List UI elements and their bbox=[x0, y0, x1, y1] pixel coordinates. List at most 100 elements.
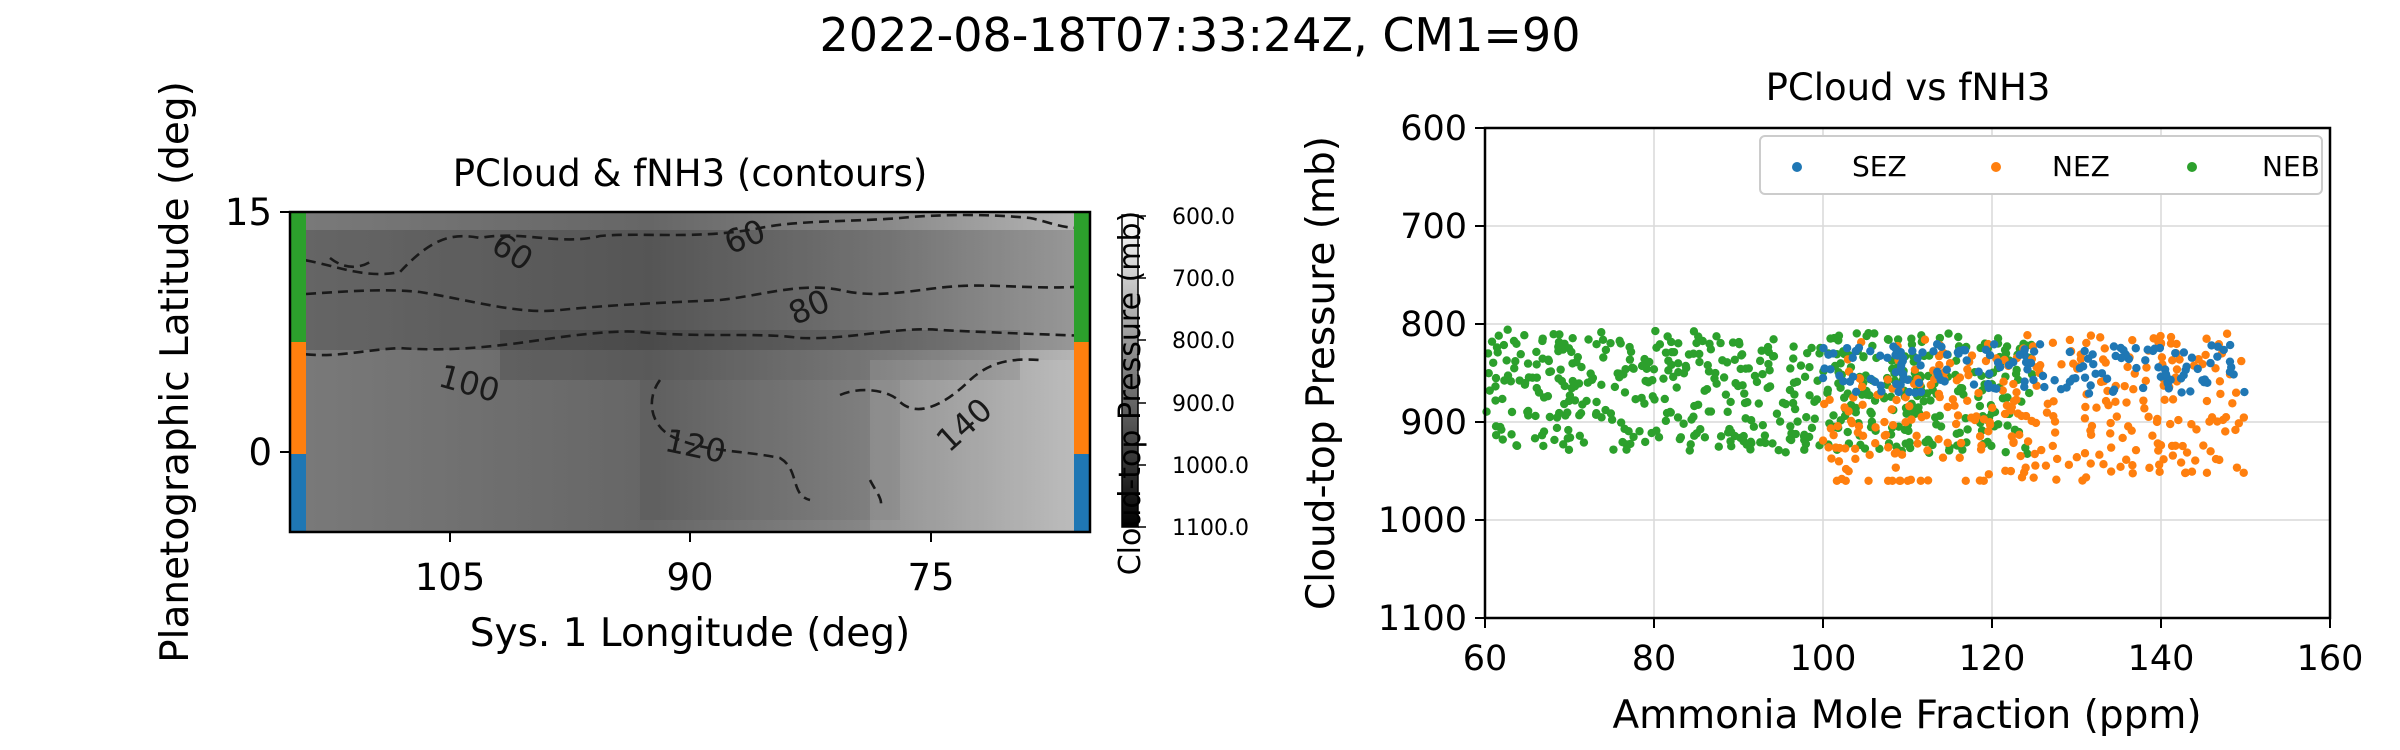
point-nez bbox=[2187, 467, 2197, 476]
map-xtick-label: 105 bbox=[415, 556, 486, 599]
point-neb bbox=[1502, 356, 1511, 365]
point-sez bbox=[1892, 379, 1901, 389]
point-nez bbox=[1825, 395, 1834, 405]
figure-title: 2022-08-18T07:33:24Z, CM1=90 bbox=[819, 8, 1581, 62]
point-neb bbox=[1994, 420, 2003, 429]
colorbar-tick-label: 1100.0 bbox=[1172, 516, 1249, 541]
contour-80 bbox=[290, 284, 1090, 313]
point-sez bbox=[2050, 376, 2059, 385]
point-neb bbox=[1510, 364, 1519, 373]
point-sez bbox=[2035, 340, 2045, 349]
point-sez bbox=[2083, 354, 2093, 363]
point-sez bbox=[1992, 384, 2001, 393]
point-neb bbox=[1550, 435, 1559, 445]
point-nez bbox=[2031, 461, 2040, 470]
point-neb bbox=[1577, 362, 1586, 372]
point-neb bbox=[1592, 397, 1601, 407]
point-neb bbox=[1954, 332, 1963, 342]
band-neb-left bbox=[290, 212, 306, 342]
point-nez bbox=[2086, 331, 2096, 340]
point-neb bbox=[1864, 329, 1873, 338]
point-nez bbox=[2082, 338, 2091, 348]
point-neb bbox=[1716, 338, 1725, 348]
point-nez bbox=[2160, 395, 2169, 405]
point-neb bbox=[1789, 354, 1798, 363]
point-sez bbox=[1851, 387, 1861, 397]
point-neb bbox=[1568, 333, 1577, 343]
point-sez bbox=[2179, 371, 2188, 380]
point-neb bbox=[1491, 396, 1500, 405]
point-sez bbox=[2029, 375, 2038, 385]
point-nez bbox=[1998, 386, 2007, 395]
scatter-frame bbox=[1483, 126, 2332, 620]
point-nez bbox=[2180, 468, 2190, 478]
point-neb bbox=[1959, 390, 1968, 399]
point-neb bbox=[1538, 354, 1547, 363]
point-sez bbox=[2219, 345, 2228, 355]
point-sez bbox=[1875, 351, 1885, 360]
point-neb bbox=[1807, 423, 1817, 433]
point-nez bbox=[2048, 338, 2058, 348]
point-nez bbox=[2239, 413, 2249, 422]
point-sez bbox=[2131, 344, 2140, 353]
point-sez bbox=[2198, 376, 2207, 385]
point-sez bbox=[1824, 350, 1833, 359]
point-neb bbox=[1956, 383, 1965, 393]
point-nez bbox=[1999, 377, 2008, 386]
point-neb bbox=[1661, 416, 1671, 426]
point-neb bbox=[1812, 395, 1822, 404]
point-neb bbox=[1531, 411, 1540, 421]
point-neb bbox=[1667, 360, 1676, 370]
point-neb bbox=[1564, 425, 1573, 435]
point-neb bbox=[1559, 440, 1568, 449]
point-nez bbox=[1892, 395, 1901, 405]
point-nez bbox=[1935, 360, 1944, 370]
point-neb bbox=[1538, 336, 1547, 346]
point-neb bbox=[1674, 339, 1683, 348]
point-neb bbox=[1491, 430, 1501, 440]
point-sez bbox=[1891, 367, 1900, 377]
point-nez bbox=[2182, 448, 2192, 457]
point-nez bbox=[2131, 445, 2141, 455]
point-nez bbox=[2017, 411, 2026, 421]
point-sez bbox=[1914, 378, 1924, 388]
point-sez bbox=[2089, 359, 2098, 369]
point-neb bbox=[1761, 438, 1770, 448]
point-neb bbox=[1900, 425, 1910, 435]
point-neb bbox=[2024, 388, 2034, 398]
point-nez bbox=[2172, 365, 2182, 374]
point-sez bbox=[1916, 361, 1925, 370]
point-nez bbox=[2201, 350, 2210, 360]
point-neb bbox=[1570, 382, 1580, 391]
point-nez bbox=[2041, 461, 2051, 470]
point-sez bbox=[2109, 342, 2119, 351]
point-neb bbox=[1760, 431, 1770, 440]
point-nez bbox=[1887, 405, 1896, 414]
point-neb bbox=[1686, 440, 1695, 449]
point-sez bbox=[2182, 362, 2191, 371]
point-sez bbox=[2213, 352, 2222, 361]
point-nez bbox=[2042, 408, 2052, 417]
point-neb bbox=[1786, 364, 1795, 373]
point-neb bbox=[1532, 347, 1541, 357]
point-neb bbox=[1651, 326, 1660, 336]
point-nez bbox=[2199, 441, 2208, 450]
point-sez bbox=[2179, 348, 2189, 357]
point-nez bbox=[1913, 439, 1922, 448]
point-neb bbox=[1537, 431, 1547, 440]
point-neb bbox=[1692, 429, 1701, 438]
point-neb bbox=[1641, 376, 1650, 386]
point-sez bbox=[2097, 369, 2107, 378]
point-nez bbox=[1985, 417, 1994, 427]
point-sez bbox=[1913, 354, 1922, 363]
point-neb bbox=[1907, 340, 1917, 349]
map-ytick-label: 15 bbox=[225, 191, 272, 234]
point-neb bbox=[1601, 345, 1611, 355]
point-neb bbox=[1714, 442, 1723, 451]
point-nez bbox=[2099, 459, 2108, 469]
point-neb bbox=[1883, 335, 1893, 344]
point-sez bbox=[2154, 363, 2163, 372]
point-sez bbox=[2029, 347, 2039, 356]
point-neb bbox=[1499, 340, 1509, 350]
point-sez bbox=[1981, 345, 1991, 355]
